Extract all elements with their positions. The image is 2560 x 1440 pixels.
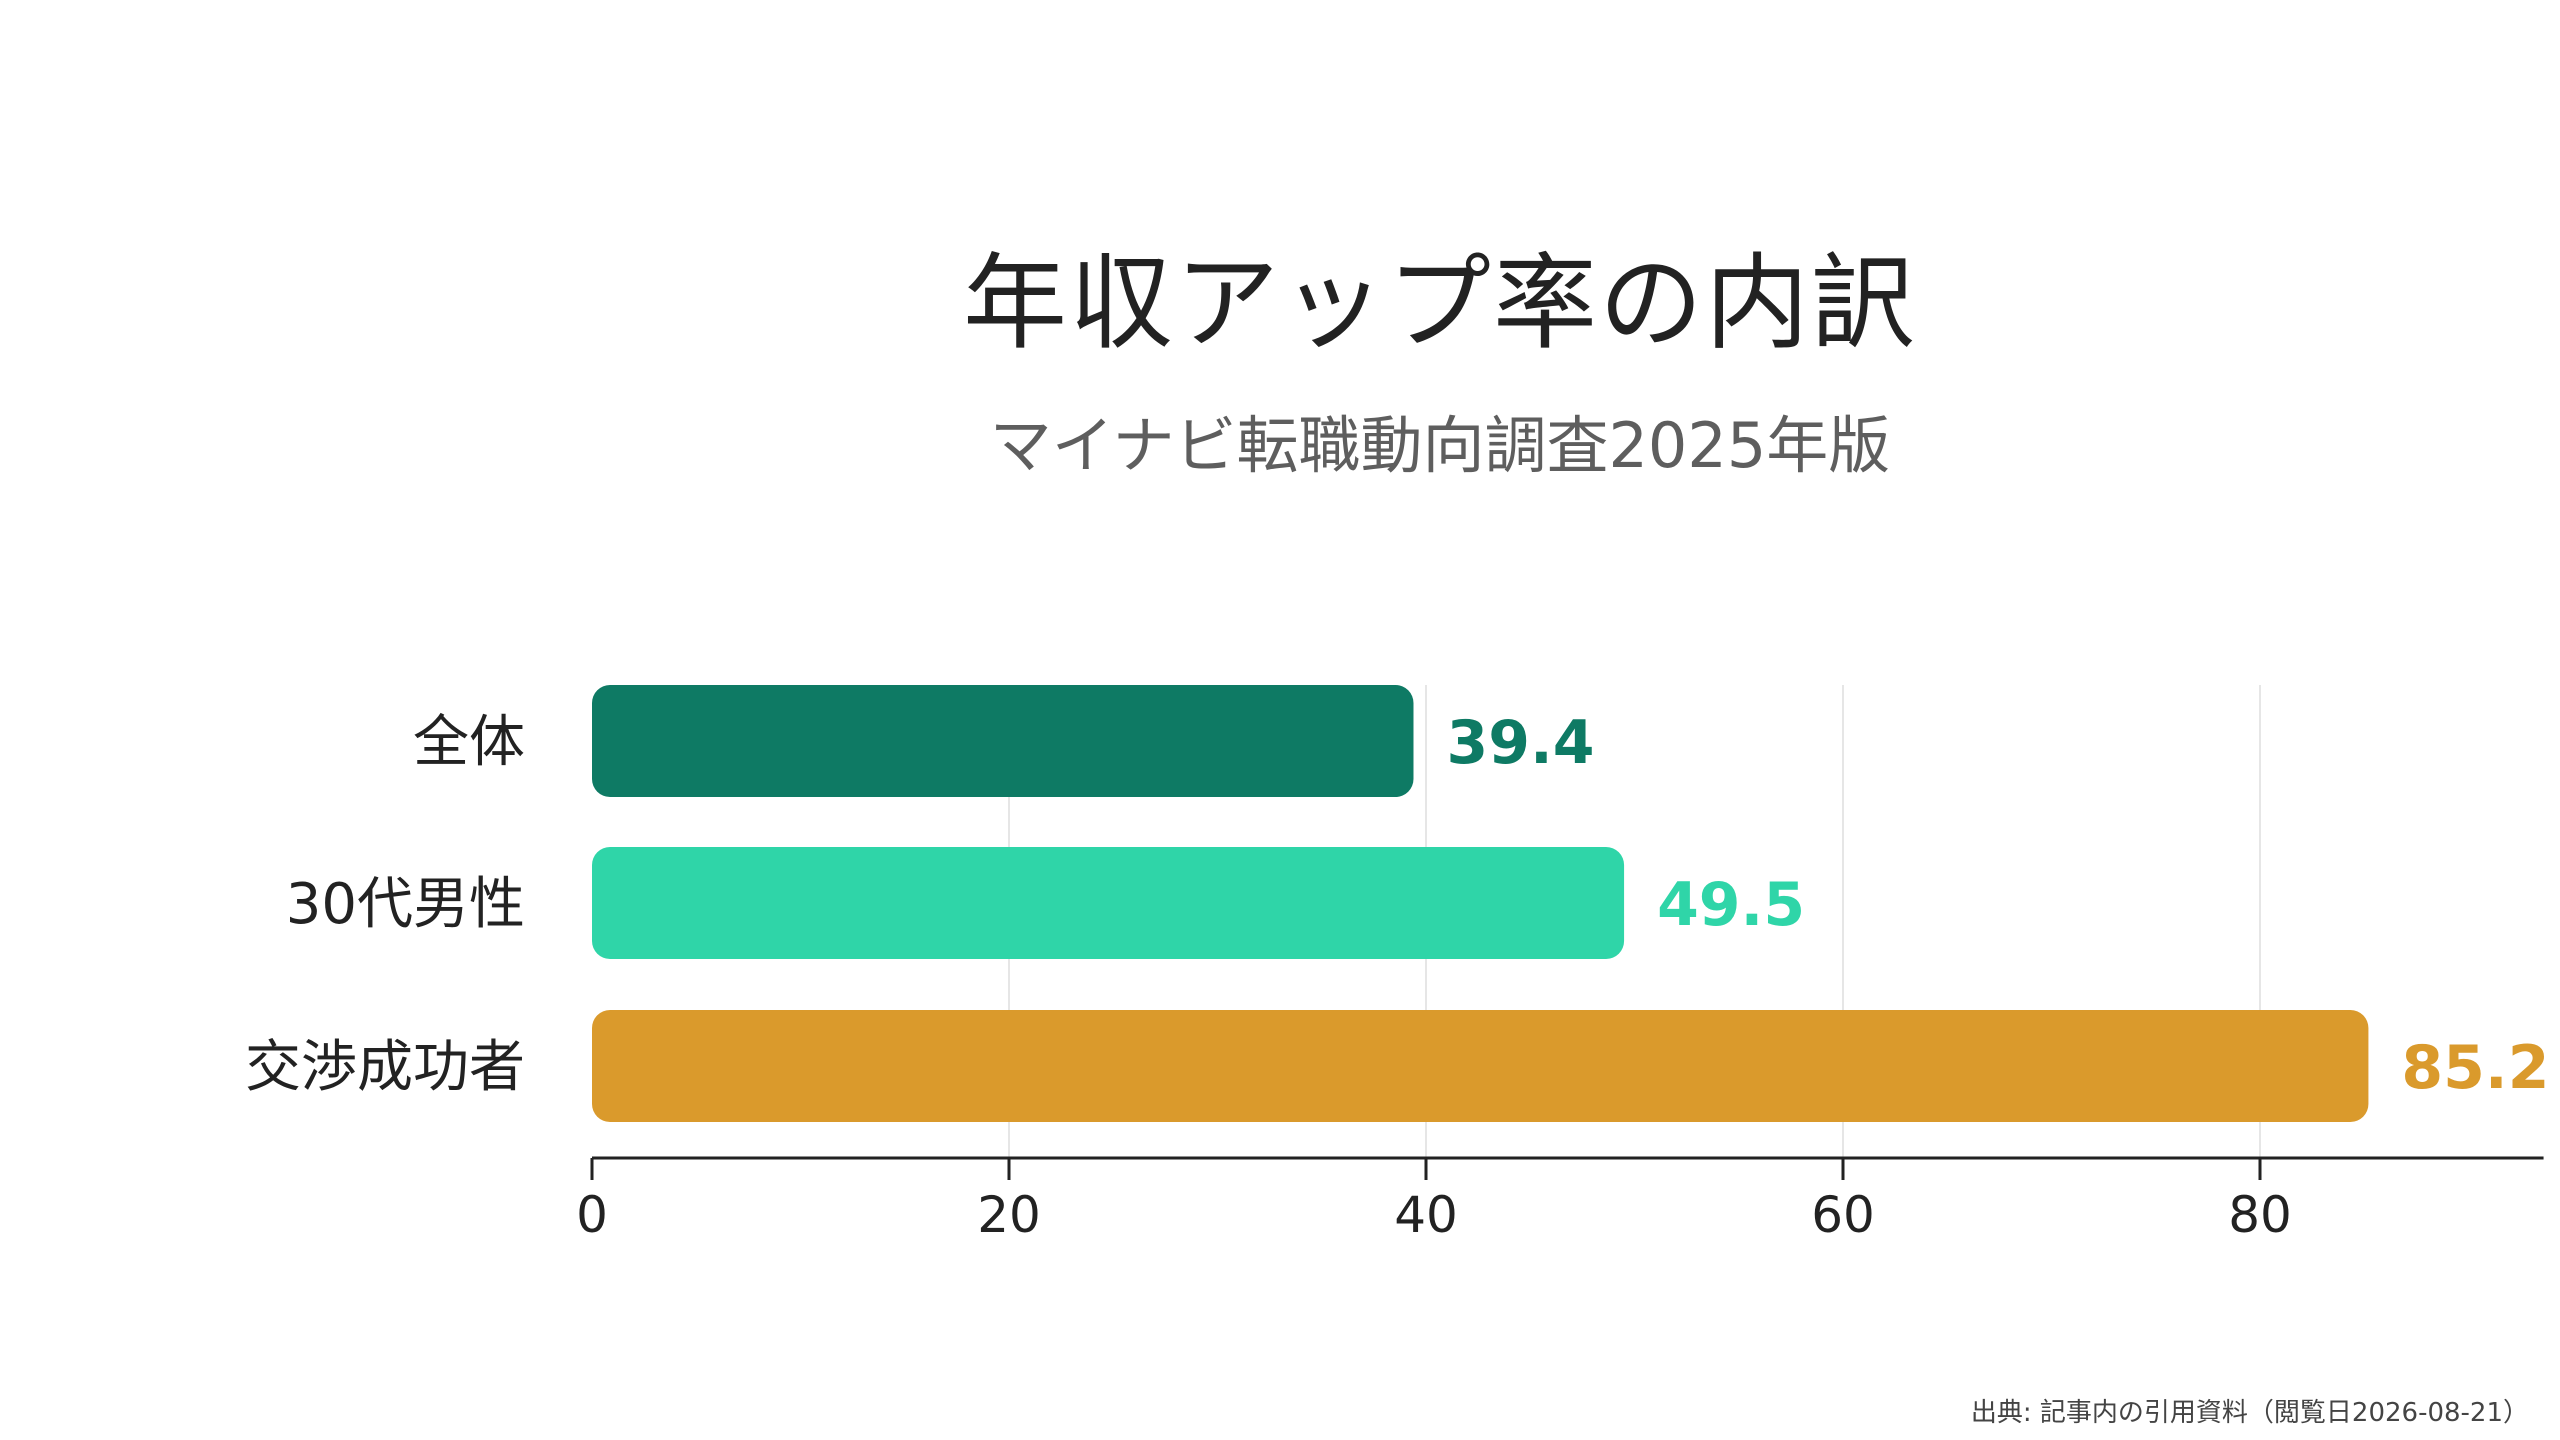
value-label: 85.2 <box>2401 1033 2549 1103</box>
x-tick-label: 40 <box>1394 1186 1458 1244</box>
chart-title: 年収アップ率の内訳 <box>962 242 1917 364</box>
x-tick-label: 80 <box>2228 1186 2292 1244</box>
value-label: 49.5 <box>1657 870 1805 940</box>
category-label: 30代男性 <box>286 872 525 937</box>
value-label: 39.4 <box>1446 708 1594 778</box>
category-label: 交渉成功者 <box>245 1035 525 1100</box>
chart-subtitle: マイナビ転職動向調査2025年版 <box>989 409 1891 482</box>
bar <box>592 847 1625 959</box>
bar <box>592 1010 2369 1122</box>
category-label: 全体 <box>413 710 525 775</box>
x-tick-label: 0 <box>576 1186 608 1244</box>
bar <box>592 685 1414 797</box>
source-note: 出典: 記事内の引用資料（閲覧日2026-08-21） <box>1970 1398 2529 1428</box>
x-tick-label: 60 <box>1811 1186 1875 1244</box>
x-axis: 0 20 40 60 80 <box>576 1156 2544 1244</box>
bars <box>592 685 2369 1122</box>
value-labels: 39.4 49.5 85.2 <box>1446 708 2549 1103</box>
x-tick-label: 20 <box>977 1186 1041 1244</box>
